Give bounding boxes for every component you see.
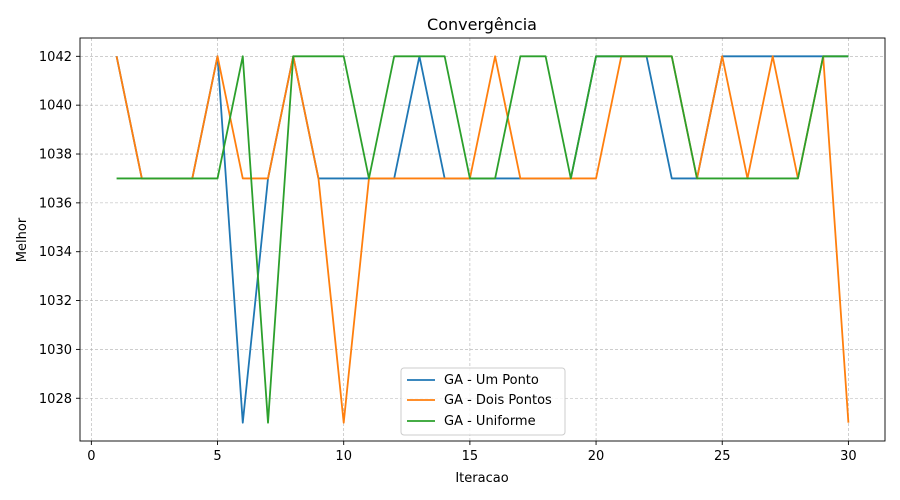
x-tick-label: 15 <box>462 449 479 464</box>
y-tick-label: 1034 <box>39 245 72 260</box>
legend-label-uniforme: GA - Uniforme <box>444 414 536 429</box>
x-axis: 0 5 10 15 20 25 30 <box>87 441 857 464</box>
y-tick-label: 1042 <box>39 50 72 65</box>
legend-label-dois-pontos: GA - Dois Pontos <box>444 393 552 408</box>
legend-box <box>400 367 566 436</box>
y-tick-label: 1032 <box>39 294 72 309</box>
y-tick-label: 1036 <box>39 196 72 211</box>
x-tick-label: 5 <box>213 449 221 464</box>
x-tick-label: 10 <box>335 449 352 464</box>
legend: GA - Um Ponto GA - Dois Pontos GA - Unif… <box>400 367 566 436</box>
y-tick-label: 1028 <box>39 392 72 407</box>
series-line-dois-pontos <box>115 55 850 424</box>
x-tick-label: 20 <box>588 449 605 464</box>
y-axis-label: Melhor <box>15 217 30 262</box>
x-axis-label: Iteracao <box>455 471 508 486</box>
y-tick-label: 1040 <box>39 99 72 114</box>
y-axis: 1028 1030 1032 1034 1036 1038 1040 1042 <box>39 50 80 407</box>
y-tick-label: 1030 <box>39 343 72 358</box>
series-layer <box>115 55 850 424</box>
x-tick-label: 25 <box>714 449 731 464</box>
y-tick-label: 1038 <box>39 148 72 163</box>
series-line-uniforme <box>116 55 849 424</box>
chart-title: Convergência <box>427 15 537 34</box>
x-tick-label: 30 <box>840 449 857 464</box>
x-tick-label: 0 <box>87 449 95 464</box>
plot-frame <box>79 37 886 442</box>
legend-label-um-ponto: GA - Um Ponto <box>444 373 539 388</box>
